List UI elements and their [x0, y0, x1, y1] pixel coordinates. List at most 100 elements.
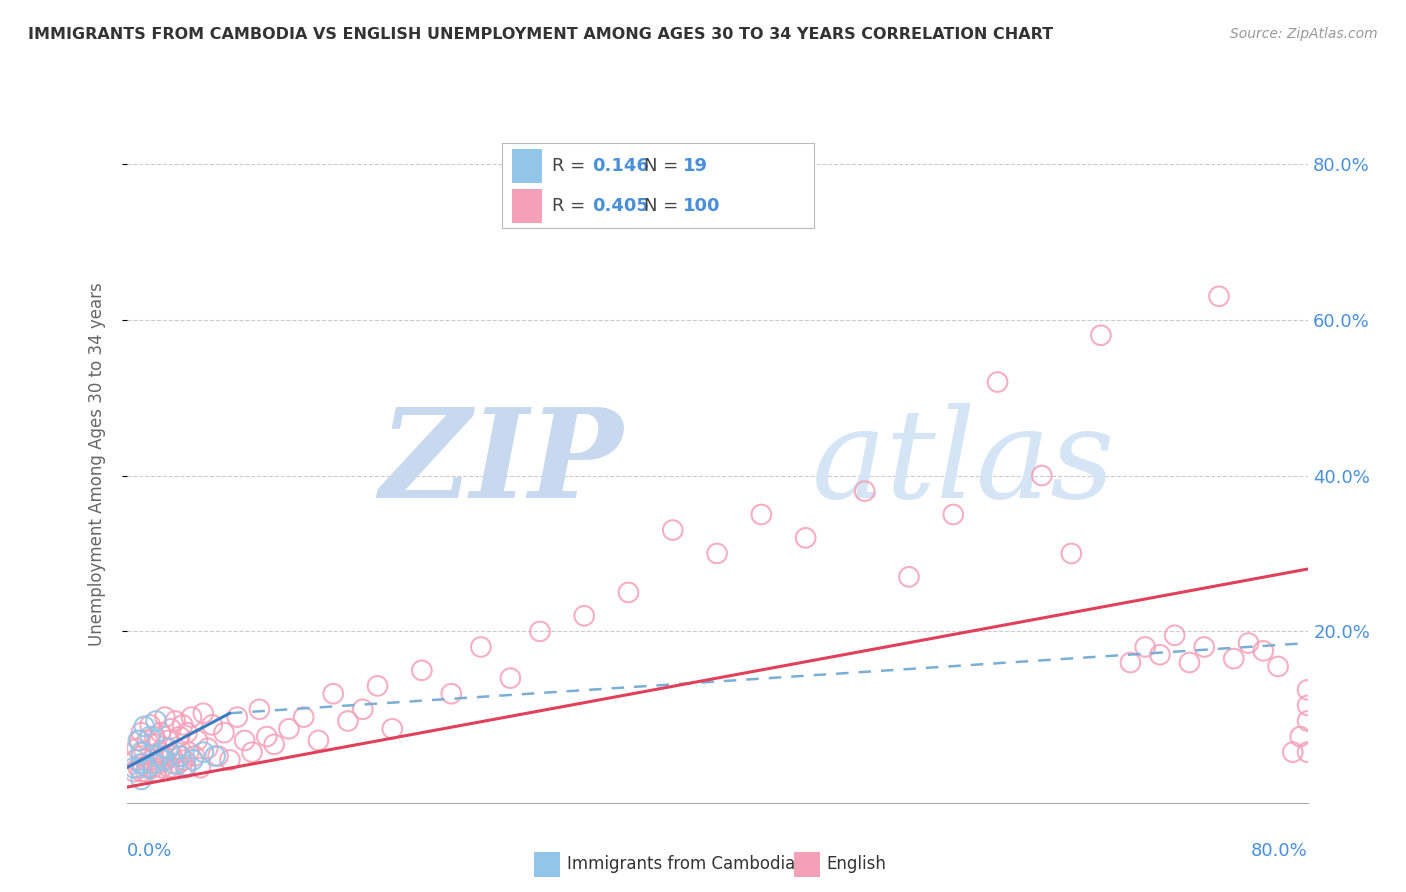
Text: Source: ZipAtlas.com: Source: ZipAtlas.com [1230, 27, 1378, 41]
Point [1060, 546, 1083, 560]
Point [169, 749, 191, 764]
Point [197, 741, 219, 756]
Point [1267, 659, 1289, 673]
Point [125, 741, 148, 756]
Point [163, 761, 186, 775]
Point [183, 749, 205, 764]
Point [322, 687, 344, 701]
Point [207, 749, 229, 764]
Text: Immigrants from Cambodia: Immigrants from Cambodia [567, 855, 794, 873]
Text: 0.405: 0.405 [592, 197, 648, 215]
Point [150, 761, 173, 775]
Point [1090, 328, 1112, 343]
Point [129, 749, 153, 764]
Point [411, 663, 433, 677]
Point [1031, 468, 1053, 483]
Point [617, 585, 640, 599]
Point [174, 758, 197, 772]
Point [1296, 714, 1319, 728]
Point [174, 761, 197, 775]
Point [143, 730, 166, 744]
Point [337, 714, 360, 728]
Point [155, 753, 177, 767]
Point [1164, 628, 1187, 642]
Point [169, 730, 191, 744]
Point [256, 730, 278, 744]
Point [706, 546, 728, 560]
Point [153, 710, 176, 724]
Point [159, 722, 183, 736]
Point [136, 733, 159, 747]
Point [247, 702, 270, 716]
Point [127, 761, 149, 775]
Point [136, 761, 159, 775]
Point [1289, 730, 1312, 744]
Y-axis label: Unemployment Among Ages 30 to 34 years: Unemployment Among Ages 30 to 34 years [87, 282, 105, 646]
Point [122, 764, 145, 779]
Point [307, 733, 329, 747]
Point [440, 687, 463, 701]
Point [145, 714, 167, 728]
Point [156, 741, 179, 756]
Point [352, 702, 374, 716]
Point [381, 722, 404, 736]
Point [157, 761, 180, 775]
Point [135, 764, 157, 779]
Point [165, 714, 187, 728]
Point [145, 764, 167, 779]
Point [188, 761, 211, 775]
Point [263, 737, 285, 751]
Point [470, 640, 492, 654]
Point [1178, 656, 1201, 670]
Point [1208, 289, 1230, 303]
Point [226, 710, 249, 724]
Point [129, 772, 153, 787]
Point [1149, 648, 1171, 662]
Point [1222, 651, 1246, 665]
Point [128, 733, 150, 747]
Point [134, 719, 156, 733]
Point [233, 733, 256, 747]
Point [177, 745, 200, 759]
Point [132, 756, 155, 771]
Point [1296, 698, 1319, 713]
Point [499, 671, 522, 685]
Point [1296, 682, 1319, 697]
Point [853, 484, 876, 499]
Text: IMMIGRANTS FROM CAMBODIA VS ENGLISH UNEMPLOYMENT AMONG AGES 30 TO 34 YEARS CORRE: IMMIGRANTS FROM CAMBODIA VS ENGLISH UNEM… [28, 27, 1053, 42]
Point [794, 531, 817, 545]
Point [152, 749, 174, 764]
Point [193, 745, 215, 759]
Point [166, 745, 188, 759]
Point [163, 756, 186, 771]
Point [146, 756, 169, 771]
Point [897, 570, 920, 584]
Point [141, 753, 163, 767]
Point [193, 706, 215, 721]
Text: N =: N = [644, 157, 683, 175]
Point [142, 756, 165, 771]
Point [156, 733, 179, 747]
Point [142, 761, 165, 775]
Text: 0.0%: 0.0% [127, 842, 172, 860]
Point [201, 718, 224, 732]
Text: N =: N = [644, 197, 683, 215]
Point [148, 745, 170, 759]
Point [134, 745, 156, 759]
Point [212, 725, 235, 739]
Text: R =: R = [553, 157, 592, 175]
Point [574, 608, 596, 623]
Point [138, 761, 160, 775]
Point [148, 749, 170, 764]
Point [167, 756, 190, 771]
Point [186, 733, 208, 747]
Point [219, 753, 242, 767]
Point [1296, 745, 1319, 759]
Point [1251, 644, 1274, 658]
Point [172, 718, 194, 732]
Text: ZIP: ZIP [378, 403, 623, 524]
Point [173, 753, 195, 767]
Point [129, 725, 153, 739]
Point [145, 737, 167, 751]
Point [129, 745, 153, 759]
